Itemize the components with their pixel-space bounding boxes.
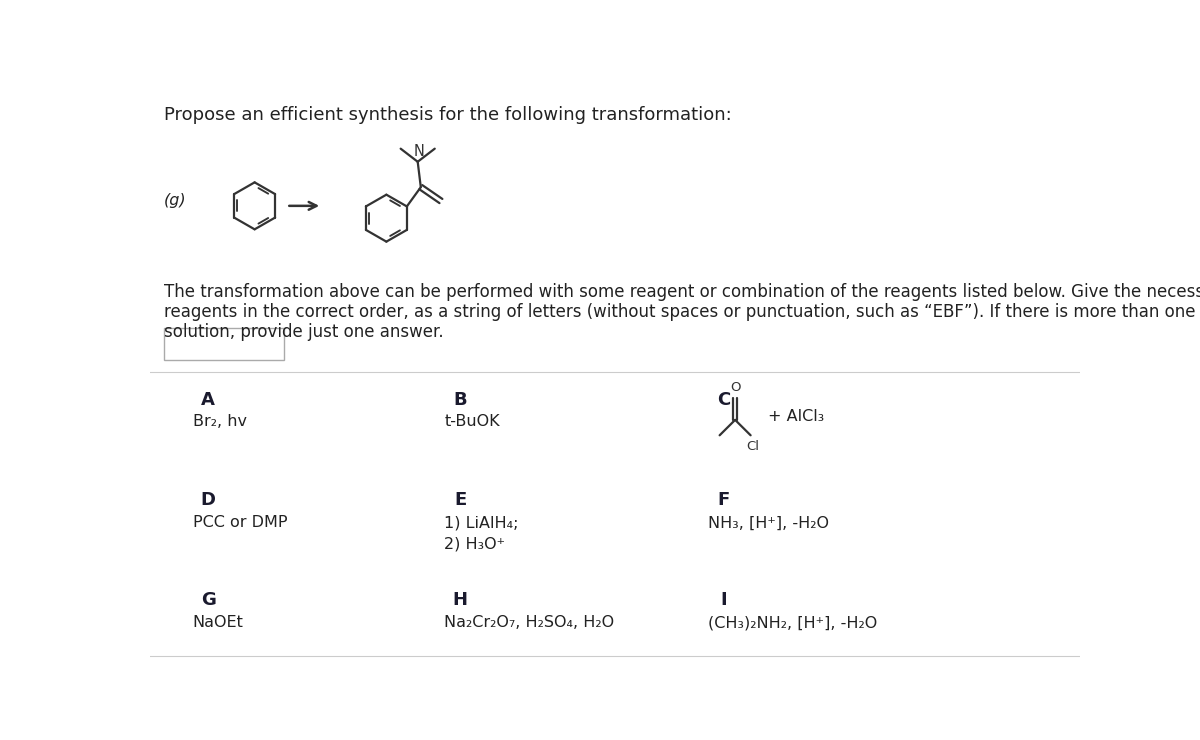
Text: F: F — [718, 491, 730, 508]
Text: + AlCl₃: + AlCl₃ — [768, 408, 824, 423]
Text: reagents in the correct order, as a string of letters (without spaces or punctua: reagents in the correct order, as a stri… — [164, 303, 1200, 321]
Text: Cl: Cl — [746, 440, 760, 453]
Text: t-BuOK: t-BuOK — [444, 414, 500, 428]
Text: Na₂Cr₂O₇, H₂SO₄, H₂O: Na₂Cr₂O₇, H₂SO₄, H₂O — [444, 616, 614, 630]
Text: NaOEt: NaOEt — [193, 616, 244, 630]
Text: B: B — [454, 391, 467, 408]
Text: The transformation above can be performed with some reagent or combination of th: The transformation above can be performe… — [164, 283, 1200, 301]
Text: I: I — [720, 591, 727, 609]
Text: E: E — [454, 491, 466, 508]
Text: (g): (g) — [164, 193, 186, 208]
Text: C: C — [716, 391, 730, 408]
Text: NH₃, [H⁺], -H₂O: NH₃, [H⁺], -H₂O — [708, 515, 829, 531]
Text: PCC or DMP: PCC or DMP — [193, 515, 287, 531]
Bar — [164, 328, 284, 360]
Text: A: A — [202, 391, 215, 408]
Text: H: H — [452, 591, 468, 609]
Text: Br₂, hv: Br₂, hv — [193, 414, 247, 428]
Text: O: O — [730, 380, 740, 394]
Text: D: D — [200, 491, 216, 508]
Text: (CH₃)₂NH₂, [H⁺], -H₂O: (CH₃)₂NH₂, [H⁺], -H₂O — [708, 616, 877, 630]
Text: solution, provide just one answer.: solution, provide just one answer. — [164, 323, 444, 341]
Text: G: G — [200, 591, 216, 609]
Text: 2) H₃O⁺: 2) H₃O⁺ — [444, 537, 505, 552]
Text: Propose an efficient synthesis for the following transformation:: Propose an efficient synthesis for the f… — [164, 106, 732, 124]
Text: 1) LiAlH₄;: 1) LiAlH₄; — [444, 515, 520, 531]
Text: N: N — [414, 144, 425, 159]
